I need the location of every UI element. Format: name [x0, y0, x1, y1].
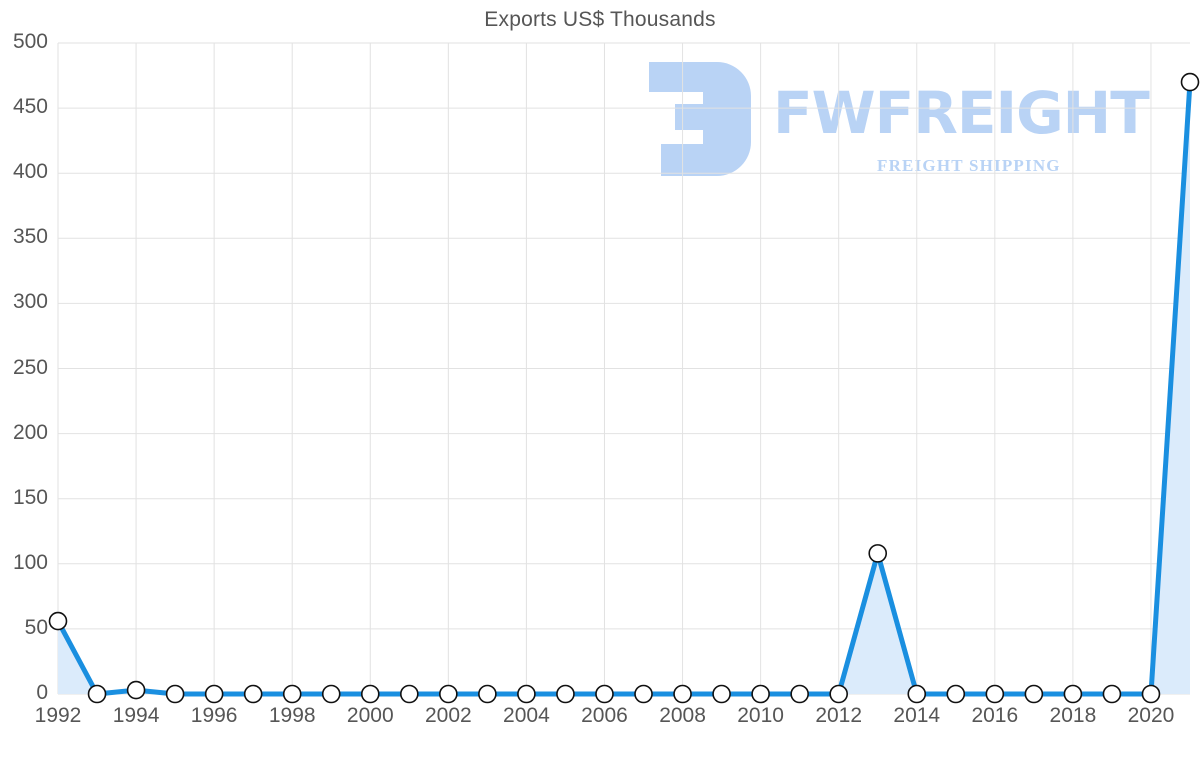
grid-lines — [57, 42, 1190, 695]
x-tick-label-2018: 2018 — [1049, 704, 1097, 727]
data-point-2006[interactable] — [595, 684, 614, 704]
y-tick-label-150: 150 — [12, 485, 48, 509]
x-tick-label-1992: 1992 — [34, 704, 82, 727]
y-tick-label-300: 300 — [12, 290, 48, 314]
y-tick-label-50: 50 — [24, 615, 48, 639]
y-tick-label-200: 200 — [12, 420, 48, 444]
data-point-1999[interactable] — [321, 684, 341, 704]
x-tick-label-2008: 2008 — [659, 704, 706, 727]
data-point-2015[interactable] — [946, 684, 966, 704]
data-point-2000[interactable] — [360, 684, 380, 704]
y-tick-label-250: 250 — [12, 355, 48, 379]
data-point-1993[interactable] — [87, 684, 107, 704]
data-point-2018[interactable] — [1063, 684, 1083, 704]
x-tick-label-1998: 1998 — [268, 704, 316, 727]
data-point-2005[interactable] — [556, 684, 575, 704]
data-point-2008[interactable] — [673, 684, 692, 704]
x-tick-label-2014: 2014 — [893, 704, 941, 727]
data-point-2011[interactable] — [790, 684, 809, 704]
data-point-1997[interactable] — [243, 684, 263, 704]
data-point-2007[interactable] — [634, 684, 653, 704]
data-point-2012[interactable] — [829, 684, 848, 704]
data-point-1994[interactable] — [126, 680, 146, 700]
y-tick-label-500: 500 — [12, 30, 48, 53]
data-point-2014[interactable] — [907, 684, 927, 704]
data-point-2001[interactable] — [400, 684, 419, 704]
x-tick-label-2010: 2010 — [737, 704, 784, 727]
x-tick-label-2002: 2002 — [424, 704, 472, 727]
y-tick-label-0: 0 — [36, 681, 48, 704]
data-point-2002[interactable] — [439, 684, 458, 704]
data-point-1998[interactable] — [282, 684, 302, 704]
y-tick-label-350: 350 — [12, 225, 48, 249]
data-point-2016[interactable] — [985, 684, 1005, 704]
data-point-markers — [48, 72, 1200, 704]
data-point-1996[interactable] — [204, 684, 224, 704]
area-fill — [58, 82, 1190, 694]
x-tick-label-2012: 2012 — [815, 704, 863, 727]
data-point-1995[interactable] — [165, 684, 185, 704]
x-tick-label-2016: 2016 — [971, 704, 1019, 727]
data-point-2020[interactable] — [1141, 684, 1161, 704]
data-point-2013[interactable] — [868, 544, 888, 563]
x-tick-label-2006: 2006 — [581, 704, 628, 727]
x-tick-label-2004: 2004 — [503, 704, 550, 727]
data-point-2019[interactable] — [1102, 684, 1122, 704]
data-point-1992[interactable] — [48, 611, 68, 631]
data-point-2004[interactable] — [517, 684, 536, 704]
chart-title: Exports US$ Thousands — [484, 8, 716, 31]
series-line — [55, 79, 1193, 697]
data-point-2017[interactable] — [1024, 684, 1044, 704]
y-tick-label-450: 450 — [12, 95, 48, 119]
y-tick-label-400: 400 — [12, 160, 48, 184]
x-tick-label-1994: 1994 — [112, 704, 160, 727]
x-tick-label-2020: 2020 — [1127, 704, 1175, 727]
x-tick-label-1996: 1996 — [190, 704, 238, 727]
x-tick-label-2000: 2000 — [346, 704, 394, 727]
data-point-2010[interactable] — [751, 684, 770, 704]
data-point-2003[interactable] — [478, 684, 497, 704]
data-point-2021[interactable] — [1180, 72, 1200, 92]
y-tick-label-100: 100 — [12, 550, 48, 574]
data-point-2009[interactable] — [712, 684, 731, 704]
